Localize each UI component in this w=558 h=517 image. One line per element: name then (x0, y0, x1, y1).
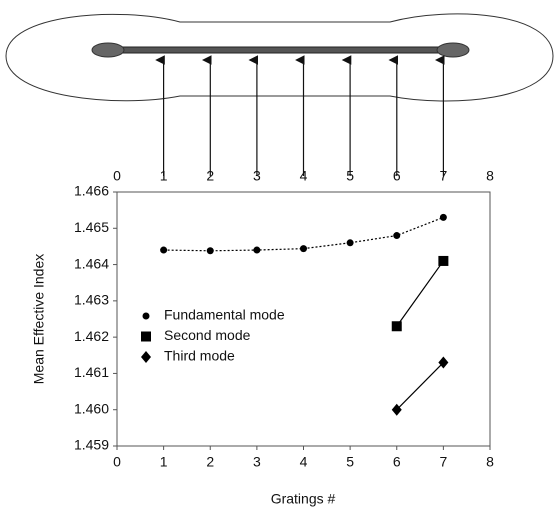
top-x-tick-label: 3 (253, 168, 261, 184)
taper-outline (5, 13, 554, 102)
y-tick-label: 1.464 (74, 255, 109, 271)
top-x-tick-label: 1 (160, 168, 168, 184)
x-tick-label: 3 (253, 454, 261, 470)
series-line (396, 362, 444, 411)
point (439, 213, 447, 221)
point (438, 356, 449, 369)
y-tick-label: 1.460 (74, 400, 109, 416)
legend-marker (141, 331, 151, 342)
x-tick-label: 5 (346, 454, 354, 470)
top-x-tick-label: 0 (113, 168, 121, 184)
point (391, 403, 402, 416)
point (300, 245, 307, 253)
y-tick-label: 1.463 (74, 292, 109, 308)
top-x-tick-label: 7 (439, 168, 447, 184)
point (253, 246, 261, 254)
point (206, 247, 214, 255)
y-tick-label: 1.466 (74, 183, 109, 199)
grating-arrows (155, 55, 445, 176)
point (391, 321, 402, 332)
legend-label: Second mode (164, 327, 251, 343)
point (393, 232, 401, 240)
point (346, 239, 354, 247)
top-x-tick-label: 6 (393, 168, 401, 184)
fiber-end (436, 42, 470, 58)
legend-marker (142, 312, 150, 320)
y-tick-label: 1.462 (74, 328, 109, 344)
y-axis-label: Mean Effective Index (31, 254, 47, 384)
fiber-end (91, 42, 125, 58)
point (160, 246, 168, 254)
x-tick-label: 1 (160, 454, 168, 470)
x-tick-label: 6 (393, 454, 401, 470)
x-axis-label: Gratings # (271, 491, 336, 507)
point (438, 255, 449, 266)
legend-marker (141, 351, 151, 363)
legend-label: Fundamental mode (164, 307, 285, 323)
fiber-diagram (5, 13, 554, 102)
legend-label: Third mode (164, 348, 235, 364)
x-tick-label: 4 (300, 454, 308, 470)
top-x-tick-label: 5 (346, 168, 354, 184)
x-tick-label: 0 (113, 454, 121, 470)
x-tick-label: 7 (439, 454, 447, 470)
x-tick-label: 8 (486, 454, 494, 470)
fiber-core (107, 46, 454, 54)
top-x-tick-label: 2 (206, 168, 214, 184)
y-tick-label: 1.461 (74, 364, 109, 380)
x-tick-label: 2 (206, 454, 214, 470)
top-x-tick-label: 8 (486, 168, 494, 184)
top-x-tick-label: 4 (300, 168, 308, 184)
y-tick-label: 1.465 (74, 219, 109, 235)
series-line (396, 260, 444, 327)
y-tick-label: 1.459 (74, 437, 109, 453)
